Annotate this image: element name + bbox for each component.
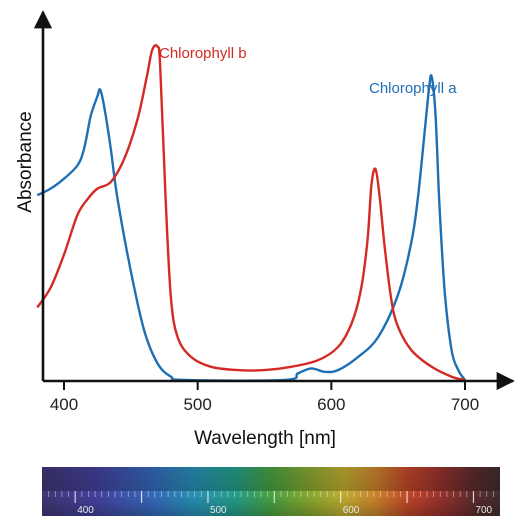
spectrum-tick-label: 500 xyxy=(210,505,227,516)
series-label-chlorophyll-a: Chlorophyll a xyxy=(369,80,457,97)
spectrum-tick-label: 400 xyxy=(77,505,94,516)
x-tick-label: 700 xyxy=(451,395,479,414)
x-tick-label: 400 xyxy=(50,395,78,414)
series-label-chlorophyll-b: Chlorophyll b xyxy=(159,45,247,62)
series-line-chlorophyll-a xyxy=(36,74,466,382)
x-tick-label: 600 xyxy=(317,395,345,414)
x-tick-group: 400 500 600 700 xyxy=(50,381,479,414)
x-tick-label: 500 xyxy=(183,395,211,414)
x-axis-title: Wavelength [nm] xyxy=(194,428,336,449)
spectrum-tick-label: 600 xyxy=(343,505,360,516)
spectrum-tick-group: 400 500 600 700 xyxy=(48,491,494,516)
spectrum-tick-label: 700 xyxy=(475,505,492,516)
y-axis-title: Absorbance xyxy=(15,111,36,212)
visible-spectrum-bar: 400 500 600 700 xyxy=(42,467,500,516)
spectrum-shading xyxy=(42,467,500,516)
spectrum-top-band xyxy=(42,467,500,491)
series-group xyxy=(36,44,466,382)
series-line-chlorophyll-b xyxy=(36,44,466,382)
